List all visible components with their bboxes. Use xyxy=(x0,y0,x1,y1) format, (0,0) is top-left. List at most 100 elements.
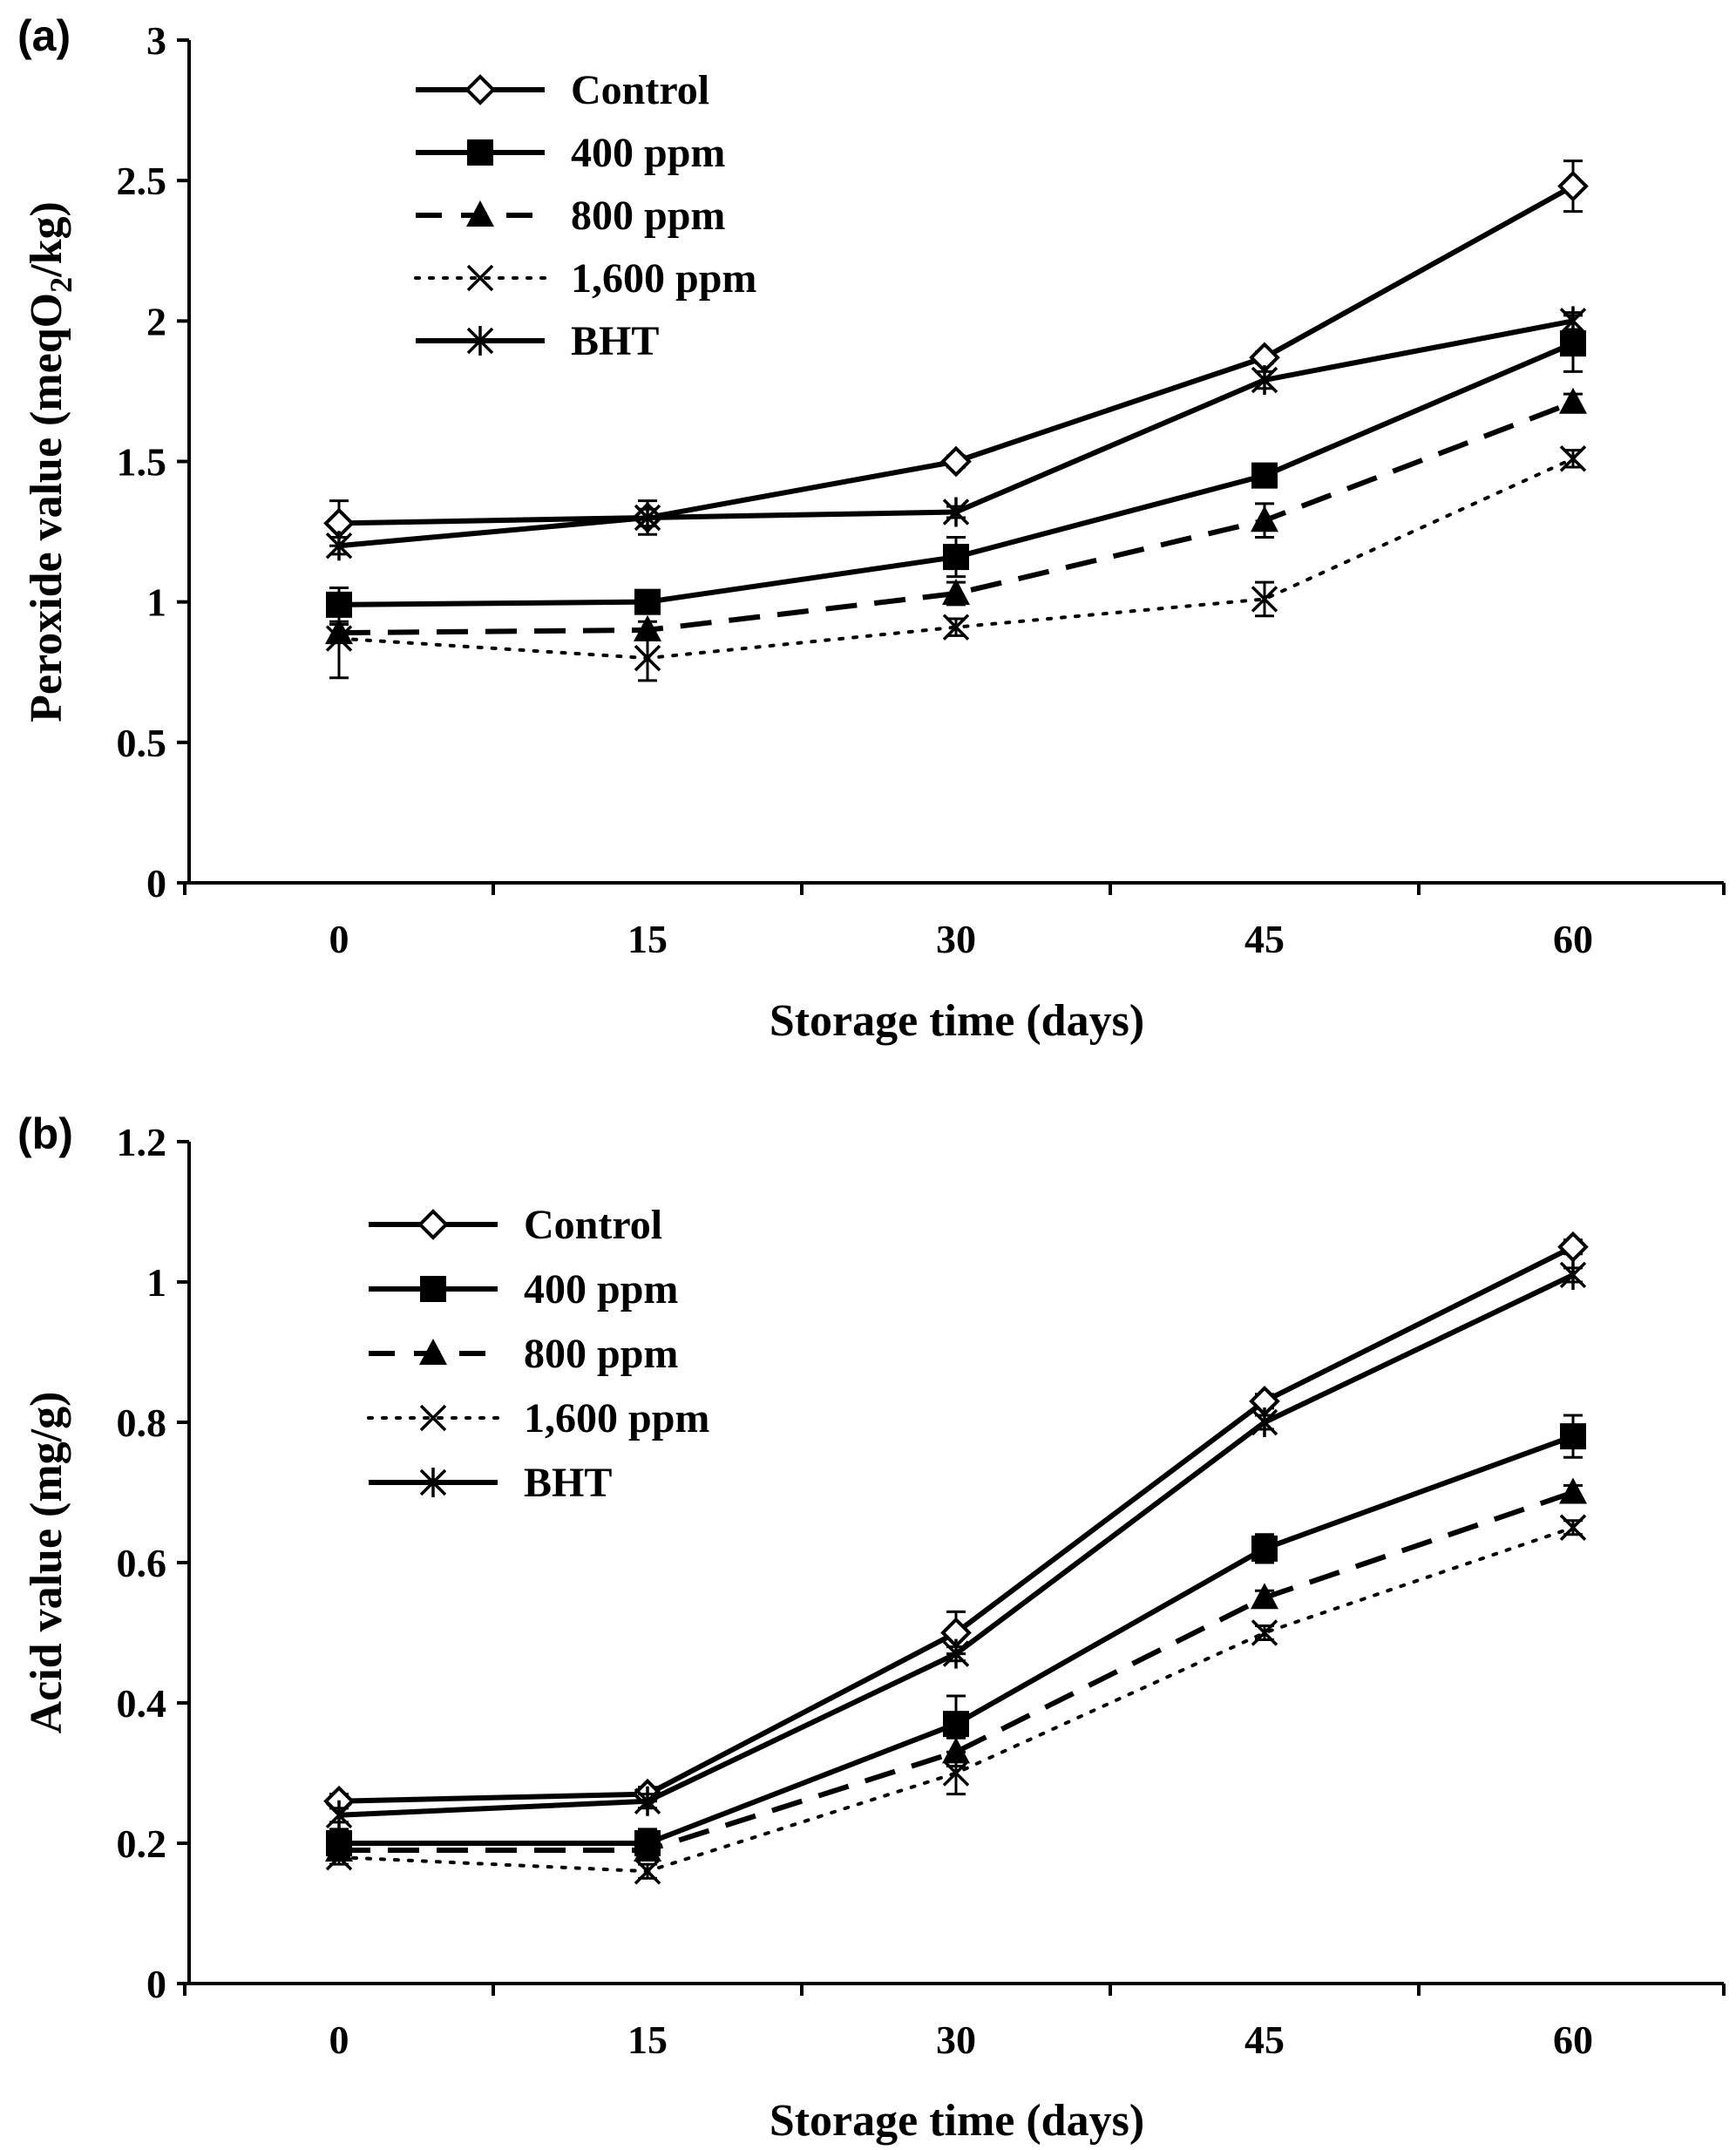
data-point xyxy=(1557,1231,1589,1263)
x-tick-label: 15 xyxy=(627,2018,668,2062)
series-1-600-ppm: 1,600 ppm xyxy=(325,1395,1587,1885)
legend-marker xyxy=(465,74,496,105)
data-point xyxy=(942,1638,970,1669)
series-line xyxy=(338,400,1575,636)
series-800-ppm: 800 ppm xyxy=(325,193,1587,645)
data-point xyxy=(1251,1407,1278,1437)
data-point xyxy=(1559,1259,1587,1290)
data-point xyxy=(1251,1535,1278,1562)
data-point xyxy=(940,445,972,478)
data-point xyxy=(1560,1423,1586,1450)
legend-label: BHT xyxy=(524,1460,612,1506)
legend-label: 400 ppm xyxy=(524,1266,678,1312)
data-point xyxy=(1251,365,1278,396)
legend-label: 1,600 ppm xyxy=(571,255,756,302)
data-point xyxy=(942,614,970,641)
data-point xyxy=(634,1786,661,1816)
y-tick-label: 0.5 xyxy=(117,721,167,765)
data-point xyxy=(634,1835,661,1862)
x-axis-label: Storage time (days) xyxy=(770,2096,1144,2146)
legend-marker xyxy=(466,326,494,356)
y-axis-label-unit: /kg) xyxy=(22,201,71,278)
data-point xyxy=(1251,505,1278,532)
x-tick-label: 45 xyxy=(1244,917,1285,961)
y-tick-label: 3 xyxy=(146,18,166,63)
legend-label: Control xyxy=(524,1202,662,1248)
data-point xyxy=(325,625,353,652)
data-point xyxy=(942,1760,970,1787)
legend-marker xyxy=(417,1209,449,1240)
series-400-ppm: 400 ppm xyxy=(326,130,1586,623)
data-point xyxy=(1559,1477,1587,1504)
x-axis-label: Storage time (days) xyxy=(770,996,1144,1046)
data-point xyxy=(325,531,353,561)
y-axis-label: Peroxide value (meqO2/kg) xyxy=(22,201,78,722)
legend-marker xyxy=(419,1468,447,1497)
y-tick-label: 0.8 xyxy=(117,1401,167,1445)
x-tick-label: 0 xyxy=(329,917,349,961)
data-point xyxy=(942,1737,970,1764)
legend-label: 800 ppm xyxy=(524,1331,678,1377)
y-tick-label: 0.6 xyxy=(117,1541,167,1585)
chart-panel-b: (b) 0 0.2 0.4 0.6 0.8 1 1.2 0 15 30 45 60 Storage tim… xyxy=(17,1109,1726,2146)
data-point xyxy=(942,578,970,605)
legend-marker xyxy=(420,1276,446,1302)
y-tick-label: 1 xyxy=(146,1260,166,1305)
series-bht: BHT xyxy=(325,1259,1587,1830)
x-tick-label: 60 xyxy=(1553,2018,1593,2062)
x-tick-label: 0 xyxy=(329,2018,349,2062)
y-tick-label: 1.5 xyxy=(117,440,167,485)
data-point xyxy=(634,644,661,672)
data-point xyxy=(325,1835,353,1862)
y-tick-label: 1 xyxy=(146,580,166,625)
data-point xyxy=(634,502,661,532)
y-axis-label-subscript: 2 xyxy=(44,277,78,293)
data-point xyxy=(634,1857,661,1885)
data-point xyxy=(325,1843,353,1871)
legend-marker xyxy=(419,1404,447,1432)
legend-marker xyxy=(466,264,494,292)
y-tick-label: 0 xyxy=(146,1962,166,2006)
legend-label: 1,600 ppm xyxy=(524,1395,709,1441)
panel-label: (a) xyxy=(17,11,71,60)
legend-marker xyxy=(419,1339,447,1365)
data-point xyxy=(1251,1619,1278,1646)
legend-label: BHT xyxy=(571,318,659,364)
data-point xyxy=(325,1800,353,1830)
data-point xyxy=(634,588,661,615)
data-point xyxy=(1251,462,1278,489)
data-point xyxy=(1559,1514,1587,1541)
y-tick-label: 0.2 xyxy=(117,1821,167,1866)
legend-label: 800 ppm xyxy=(571,193,725,239)
data-point xyxy=(1557,170,1589,202)
x-tick-label: 60 xyxy=(1553,917,1593,961)
data-point xyxy=(943,1711,969,1738)
data-point xyxy=(1559,445,1587,472)
x-tick-label: 30 xyxy=(936,2018,976,2062)
data-point xyxy=(1559,306,1587,336)
data-point xyxy=(1251,1583,1278,1610)
y-axis-label: Acid value (mg/g) xyxy=(22,1392,71,1734)
y-tick-label: 0 xyxy=(146,861,166,905)
panel-label: (b) xyxy=(17,1109,73,1158)
legend-marker xyxy=(466,200,494,227)
legend-marker xyxy=(467,139,493,166)
y-axis-label-main: Peroxide value (meqO xyxy=(22,293,71,722)
series-800-ppm: 800 ppm xyxy=(325,1331,1587,1862)
legend-label: 400 ppm xyxy=(571,130,725,176)
data-point xyxy=(943,544,969,571)
y-tick-label: 1.2 xyxy=(117,1120,167,1164)
series-line xyxy=(339,1489,1574,1854)
data-point xyxy=(1559,387,1587,414)
y-tick-label: 2 xyxy=(146,299,166,343)
series-1-600-ppm: 1,600 ppm xyxy=(325,255,1587,682)
x-tick-label: 45 xyxy=(1244,2018,1285,2062)
y-axis-label-main: Acid value (mg/g) xyxy=(22,1392,71,1734)
series-bht: BHT xyxy=(325,306,1587,561)
x-tick-label: 15 xyxy=(627,917,668,961)
y-tick-label: 2.5 xyxy=(117,159,167,203)
x-tick-label: 30 xyxy=(936,917,976,961)
legend-label: Control xyxy=(571,67,709,113)
